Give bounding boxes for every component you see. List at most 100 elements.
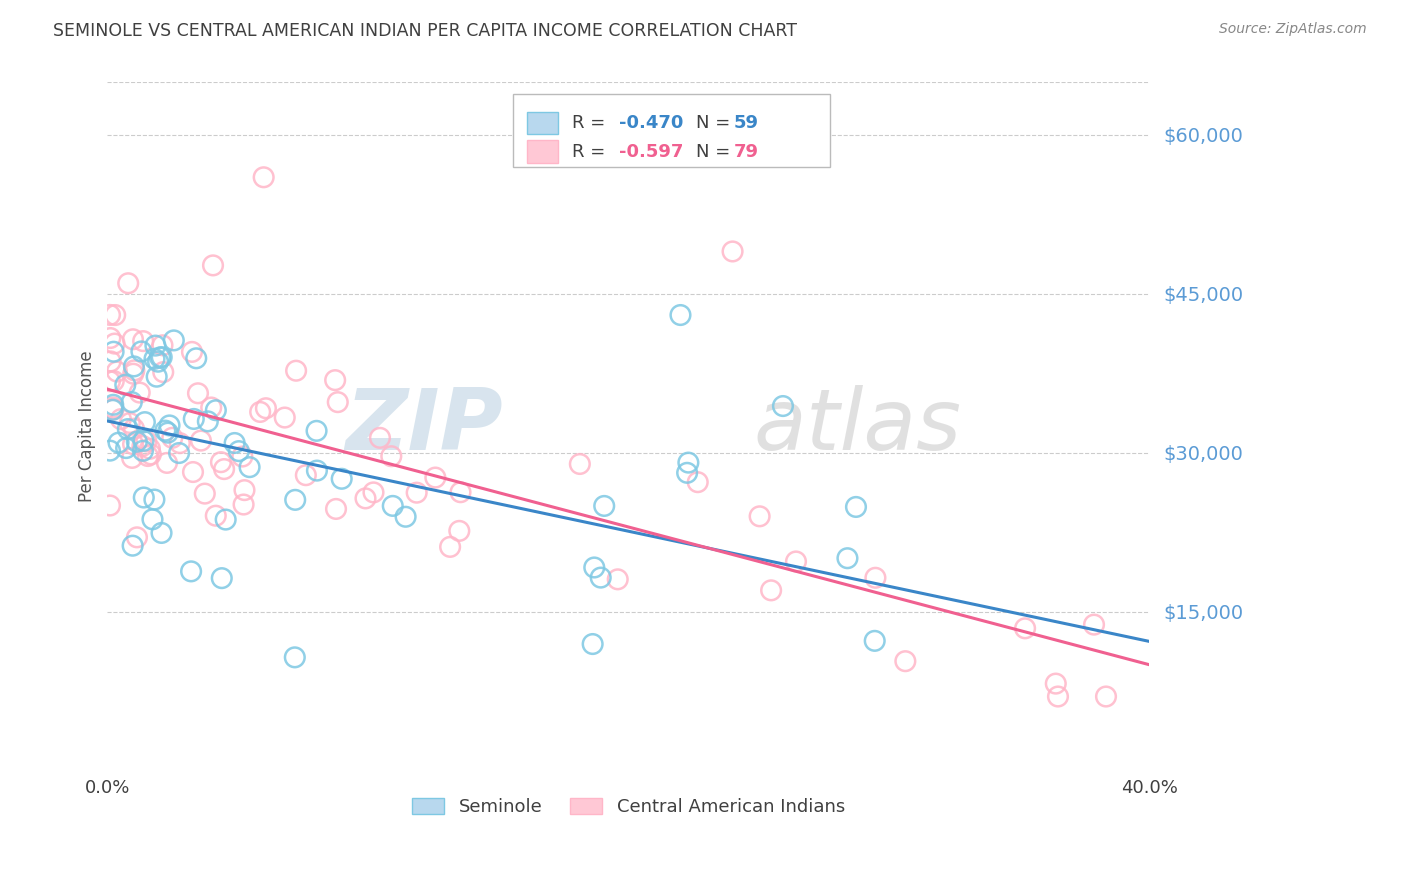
Point: [132, 491, 155, 505]
Point: [98, 499, 121, 513]
Point: [231, 450, 253, 464]
Point: [249, 405, 271, 419]
Point: [224, 436, 246, 450]
Point: [772, 399, 794, 413]
Point: [136, 449, 159, 463]
Text: 59: 59: [734, 114, 759, 132]
Point: [330, 472, 353, 486]
Point: [163, 334, 186, 348]
Text: -0.597: -0.597: [619, 143, 683, 161]
Point: [253, 170, 276, 185]
Point: [134, 415, 156, 429]
Point: [131, 344, 153, 359]
Point: [205, 403, 228, 417]
Point: [209, 455, 232, 469]
Point: [676, 466, 699, 480]
Text: Source: ZipAtlas.com: Source: ZipAtlas.com: [1219, 22, 1367, 37]
Point: [169, 436, 191, 450]
Point: [748, 509, 770, 524]
Point: [118, 416, 141, 430]
Point: [305, 424, 328, 438]
Point: [568, 457, 591, 471]
Point: [212, 462, 235, 476]
Point: [187, 386, 209, 401]
Point: [1095, 690, 1118, 704]
Point: [135, 434, 157, 449]
Point: [103, 398, 125, 412]
Point: [167, 446, 190, 460]
Point: [254, 401, 277, 416]
Point: [103, 402, 125, 417]
Point: [150, 350, 173, 364]
Point: [381, 499, 404, 513]
Point: [186, 351, 208, 366]
Point: [122, 359, 145, 374]
Point: [284, 650, 307, 665]
Point: [200, 401, 222, 415]
Point: [582, 637, 605, 651]
Point: [110, 412, 132, 426]
Point: [425, 470, 447, 484]
Point: [325, 502, 347, 516]
Point: [114, 377, 136, 392]
Point: [865, 571, 887, 585]
Point: [132, 443, 155, 458]
Point: [98, 331, 121, 345]
Point: [194, 486, 217, 500]
Point: [122, 332, 145, 346]
Point: [202, 259, 225, 273]
Point: [215, 512, 238, 526]
Point: [117, 422, 139, 436]
Point: [150, 525, 173, 540]
Point: [593, 499, 616, 513]
Point: [139, 447, 162, 461]
Point: [354, 491, 377, 506]
Point: [143, 351, 166, 366]
Point: [669, 308, 692, 322]
Point: [449, 524, 471, 538]
Point: [380, 449, 402, 463]
Point: [606, 572, 628, 586]
Point: [156, 425, 179, 440]
Point: [139, 442, 162, 456]
Point: [1014, 621, 1036, 635]
Point: [152, 338, 174, 352]
Point: [121, 450, 143, 465]
Point: [103, 336, 125, 351]
Point: [98, 443, 121, 458]
Point: [181, 465, 204, 479]
Legend: Seminole, Central American Indians: Seminole, Central American Indians: [405, 791, 852, 823]
Point: [101, 401, 124, 415]
Point: [98, 374, 121, 388]
Point: [678, 456, 700, 470]
Point: [101, 402, 124, 417]
Point: [589, 571, 612, 585]
Point: [146, 354, 169, 368]
Point: [105, 365, 128, 379]
Point: [121, 539, 143, 553]
Text: R =: R =: [572, 114, 612, 132]
Point: [125, 530, 148, 544]
Text: atlas: atlas: [754, 384, 962, 467]
Point: [183, 412, 205, 426]
Point: [145, 369, 167, 384]
Point: [1083, 617, 1105, 632]
Text: 79: 79: [734, 143, 759, 161]
Point: [149, 351, 172, 365]
Point: [845, 500, 868, 514]
Point: [759, 583, 782, 598]
Point: [145, 338, 167, 352]
Text: R =: R =: [572, 143, 612, 161]
Point: [204, 508, 226, 523]
Point: [103, 374, 125, 388]
Point: [122, 437, 145, 451]
Y-axis label: Per Capita Income: Per Capita Income: [79, 351, 96, 502]
Point: [1150, 690, 1173, 704]
Point: [181, 345, 204, 359]
Point: [143, 492, 166, 507]
Text: ZIP: ZIP: [346, 384, 503, 467]
Point: [190, 434, 212, 448]
Point: [159, 418, 181, 433]
Point: [128, 385, 150, 400]
Point: [450, 485, 472, 500]
